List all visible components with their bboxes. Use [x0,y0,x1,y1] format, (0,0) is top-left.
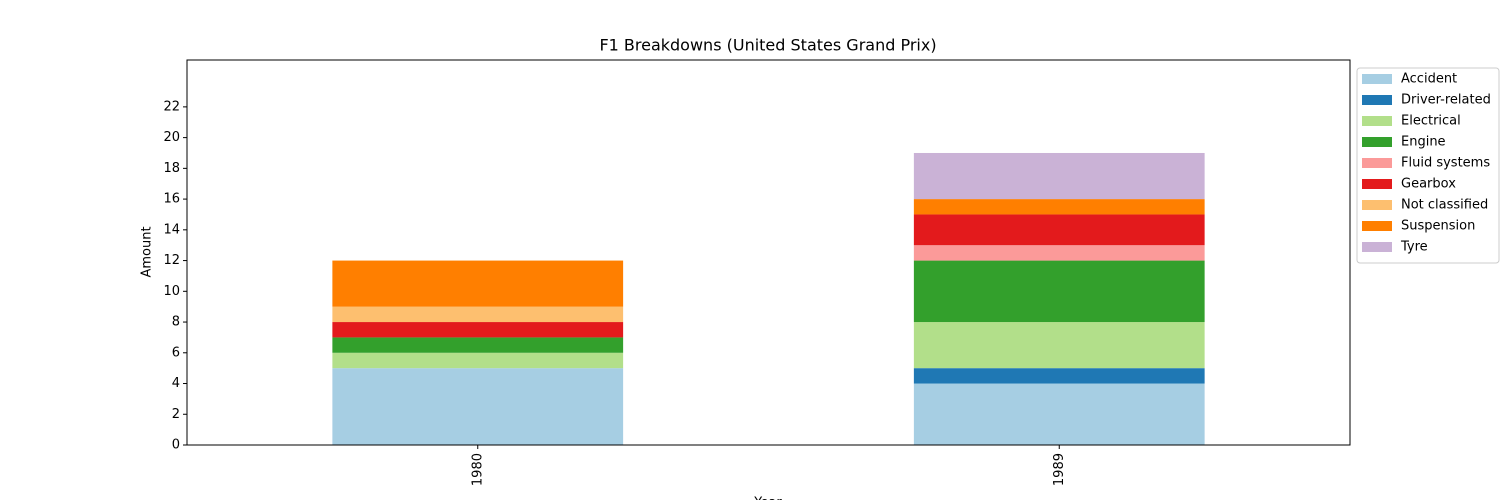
bar-segment [913,322,1205,369]
legend-label: Fluid systems [1401,156,1490,171]
legend-swatch [1362,137,1392,147]
bar-segment [913,260,1205,323]
legend-swatch [1362,116,1392,126]
bar-segment [332,337,624,353]
x-tick-label: 1980 [470,453,485,486]
legend-swatch [1362,158,1392,168]
legend-label: Tyre [1400,240,1428,255]
legend-swatch [1362,74,1392,84]
bar-segment [332,352,624,369]
y-tick-label: 8 [172,315,180,330]
bar-segment [332,368,624,445]
legend-swatch [1362,95,1392,105]
bar-segment [332,306,624,323]
y-tick-label: 16 [163,192,180,207]
y-tick-label: 2 [172,407,180,422]
legend-label: Electrical [1401,114,1461,129]
bar-segment [913,199,1205,215]
y-tick-label: 0 [172,438,180,453]
bar-segment [332,322,624,338]
legend-swatch [1362,221,1392,231]
legend-box [1356,67,1500,264]
y-tick-label: 14 [163,222,180,237]
y-tick-label: 6 [172,345,180,360]
y-tick-label: 12 [163,253,180,268]
legend-label: Engine [1401,135,1446,150]
y-tick-label: 18 [163,161,180,176]
bar-segment [913,245,1205,261]
x-axis-label: Year [753,496,782,500]
legend-swatch [1362,242,1392,252]
legend-label: Driver-related [1401,93,1491,108]
bar-segment [913,368,1205,384]
x-tick-label: 1989 [1052,453,1067,486]
y-axis-label: Amount [140,226,155,277]
y-tick-label: 22 [163,99,180,114]
bar-segment [913,152,1205,200]
y-tick-label: 10 [163,284,180,299]
bar-segment [913,214,1205,246]
bar-segment [332,260,624,307]
legend-label: Not classified [1401,198,1488,213]
chart-title: F1 Breakdowns (United States Grand Prix) [599,36,936,55]
plot-frame [186,59,1351,446]
y-tick-label: 4 [172,376,180,391]
legend-label: Suspension [1401,219,1475,234]
bar-segment [913,383,1205,445]
legend-swatch [1362,179,1392,189]
y-tick-label: 20 [163,130,180,145]
legend-swatch [1362,200,1392,210]
legend-label: Gearbox [1401,177,1456,192]
legend-label: Accident [1401,72,1457,87]
